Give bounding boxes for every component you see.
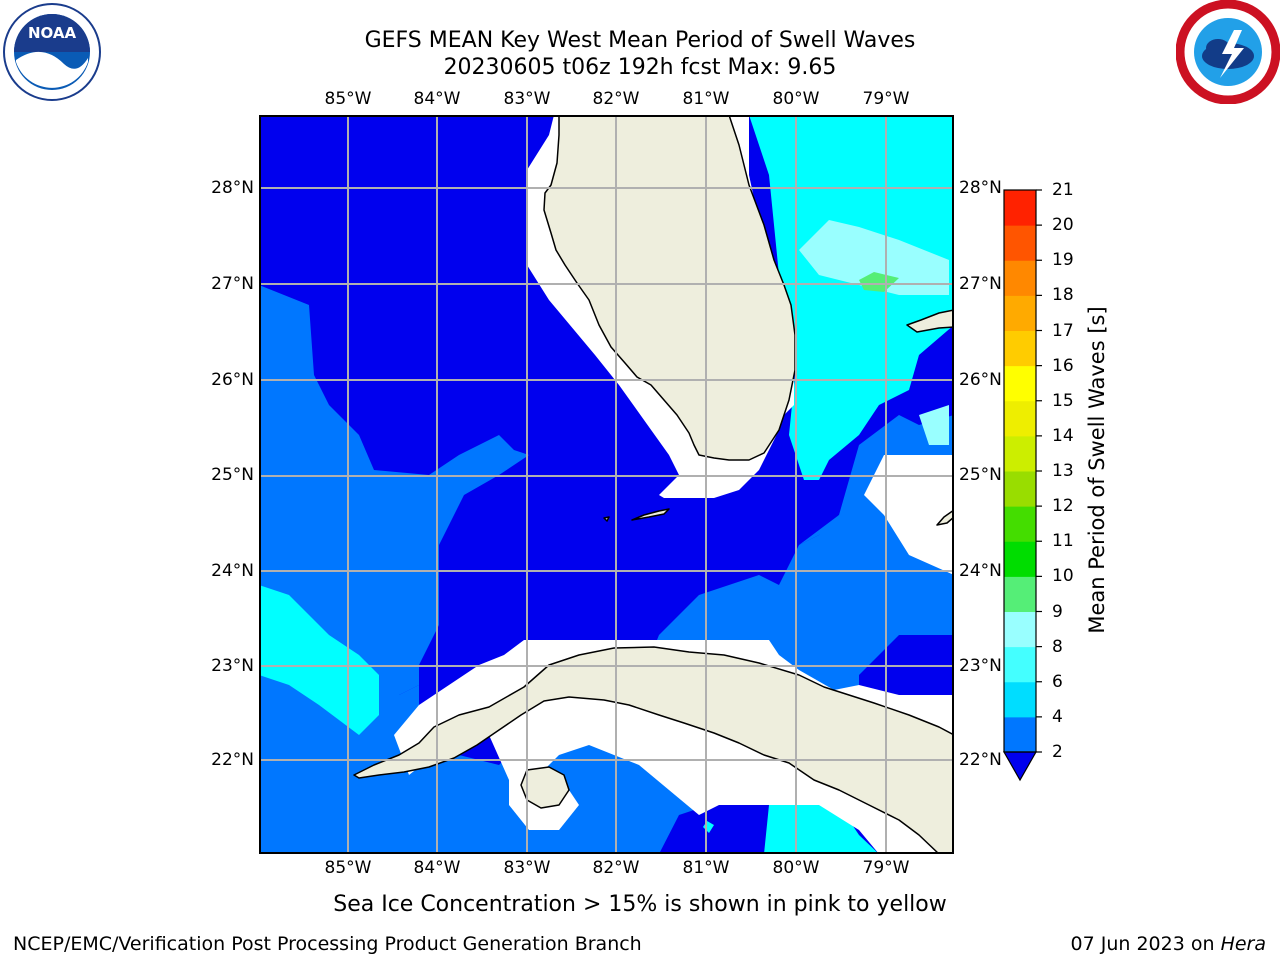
colorbar-tick-label: 19: [1052, 250, 1074, 271]
lon-tick-bottom: 79°W: [862, 858, 910, 878]
lon-tick-bottom: 83°W: [503, 858, 551, 878]
noaa-logo-icon: NOAA: [2, 2, 102, 102]
lon-tick-bottom: 84°W: [413, 858, 461, 878]
colorbar-segment: [1004, 260, 1036, 296]
colorbar: [1000, 186, 1046, 786]
lon-tick-top: 80°W: [772, 89, 820, 109]
colorbar-tick-label: 15: [1052, 390, 1074, 411]
colorbar-segment: [1004, 330, 1036, 367]
colorbar-segment: [1004, 646, 1036, 683]
map-frame: [259, 115, 954, 854]
lat-tick-right: 26°N: [959, 370, 1002, 390]
lon-tick-bottom: 82°W: [592, 858, 640, 878]
colorbar-segment: [1004, 190, 1036, 226]
footer-right: 07 Jun 2023 on Hera: [1071, 933, 1266, 955]
lon-tick-top: 82°W: [592, 89, 640, 109]
colorbar-tick-label: 10: [1052, 566, 1074, 587]
lat-tick-left: 25°N: [211, 465, 254, 485]
colorbar-tick-label: 11: [1052, 531, 1074, 552]
colorbar-segment: [1004, 295, 1036, 331]
lon-tick-top: 79°W: [862, 89, 910, 109]
lat-tick-right: 25°N: [959, 465, 1002, 485]
colorbar-tick-label: 13: [1052, 461, 1074, 481]
lat-tick-left: 28°N: [211, 178, 254, 198]
lon-tick-top: 81°W: [682, 89, 730, 109]
colorbar-tick-label: 14: [1052, 425, 1074, 446]
map-title: GEFS MEAN Key West Mean Period of Swell …: [364, 28, 916, 53]
colorbar-ticks: 2 4 6 8 9 10 11 12 13 14 15 16 17 18 19 20 21: [1052, 180, 1092, 770]
swell-period-map: [259, 115, 954, 854]
lat-tick-left: 23°N: [211, 656, 254, 676]
lon-tick-top: 83°W: [503, 89, 551, 109]
lat-tick-right: 24°N: [959, 561, 1002, 581]
colorbar-label: Mean Period of Swell Waves [s]: [1085, 306, 1109, 634]
colorbar-tick-label: 4: [1052, 706, 1063, 727]
footer-date: 07 Jun 2023 on: [1070, 933, 1221, 955]
footer-left: NCEP/EMC/Verification Post Processing Pr…: [13, 933, 642, 955]
lon-tick-bottom: 80°W: [772, 858, 820, 878]
colorbar-segment: [1004, 541, 1036, 577]
colorbar-tick-label: 20: [1052, 215, 1074, 236]
colorbar-segment: [1004, 225, 1036, 261]
colorbar-tick-label: 8: [1052, 636, 1063, 657]
colorbar-tick-label: 2: [1052, 742, 1063, 762]
lat-tick-right: 27°N: [959, 274, 1002, 294]
nws-logo-icon: [1176, 0, 1280, 104]
lon-tick-top: 84°W: [413, 89, 461, 109]
colorbar-segment: [1004, 471, 1036, 507]
land: [353, 115, 954, 854]
colorbar-segment: [1004, 716, 1036, 753]
field-6-8s: [799, 220, 949, 445]
svg-text:NOAA: NOAA: [28, 24, 77, 42]
gridlines: [259, 115, 954, 854]
field-4-6s: [259, 115, 954, 854]
colorbar-tick-label: 12: [1052, 496, 1074, 517]
colorbar-segment: [1004, 506, 1036, 542]
colorbar-tick-label: 6: [1052, 671, 1063, 692]
colorbar-tick-label: 21: [1052, 180, 1074, 200]
lat-tick-left: 22°N: [211, 750, 254, 770]
field-8-9s: [859, 272, 899, 292]
sea-ice-note: Sea Ice Concentration > 15% is shown in …: [333, 892, 947, 917]
colorbar-segment: [1004, 611, 1036, 648]
lon-tick-bottom: 81°W: [682, 858, 730, 878]
lat-tick-right: 22°N: [959, 750, 1002, 770]
lon-tick-top: 85°W: [324, 89, 372, 109]
lat-tick-left: 27°N: [211, 274, 254, 294]
colorbar-tick-label: 17: [1052, 320, 1074, 341]
lat-tick-left: 24°N: [211, 561, 254, 581]
lat-tick-right: 23°N: [959, 656, 1002, 676]
colorbar-tick-label: 9: [1052, 601, 1063, 622]
colorbar-tick-label: 18: [1052, 285, 1074, 306]
colorbar-segment: [1004, 576, 1036, 612]
footer-host: Hera: [1220, 933, 1266, 955]
colorbar-under-arrow: [1002, 751, 1038, 782]
colorbar-segment: [1004, 400, 1036, 437]
colorbar-segment: [1004, 365, 1036, 402]
colorbar-segment: [1004, 681, 1036, 718]
lat-tick-left: 26°N: [211, 370, 254, 390]
lon-tick-bottom: 85°W: [324, 858, 372, 878]
map-subtitle: 20230605 t06z 192h fcst Max: 9.65: [443, 55, 837, 80]
lat-tick-right: 28°N: [959, 178, 1002, 198]
colorbar-tick-label: 16: [1052, 355, 1074, 376]
colorbar-segment: [1004, 435, 1036, 472]
